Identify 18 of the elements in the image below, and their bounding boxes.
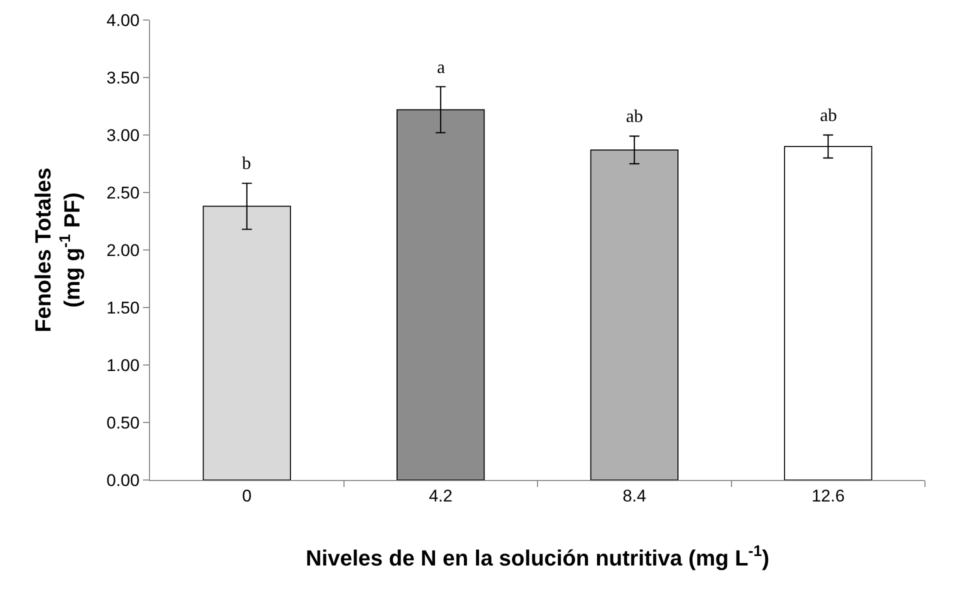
x-tick-label: 4.2 [428, 486, 452, 506]
annotation: ab [820, 105, 837, 125]
x-axis-title: Niveles de N en la solución nutritiva (mg L$^{-1}$) [306, 543, 770, 570]
x-tick-label: 12.6 [812, 486, 845, 506]
y-tick-label: 2.50 [106, 183, 140, 202]
x-tick-label: 0 [242, 486, 252, 506]
annotation: b [242, 153, 251, 173]
annotation: ab [626, 106, 643, 126]
y-tick-label: 0.00 [106, 470, 140, 490]
annotation: a [437, 57, 445, 77]
y-tick-label: 1.00 [106, 356, 140, 375]
y-tick-label: 2.00 [106, 240, 140, 260]
y-tick-label: 3.00 [106, 126, 140, 145]
y-tick-label: 1.50 [106, 298, 140, 318]
y-tick-label: 3.50 [106, 68, 140, 88]
x-tick-label: 8.4 [622, 486, 646, 506]
y-tick-label: 0.50 [106, 413, 140, 432]
y-tick-label: 4.00 [106, 10, 140, 30]
